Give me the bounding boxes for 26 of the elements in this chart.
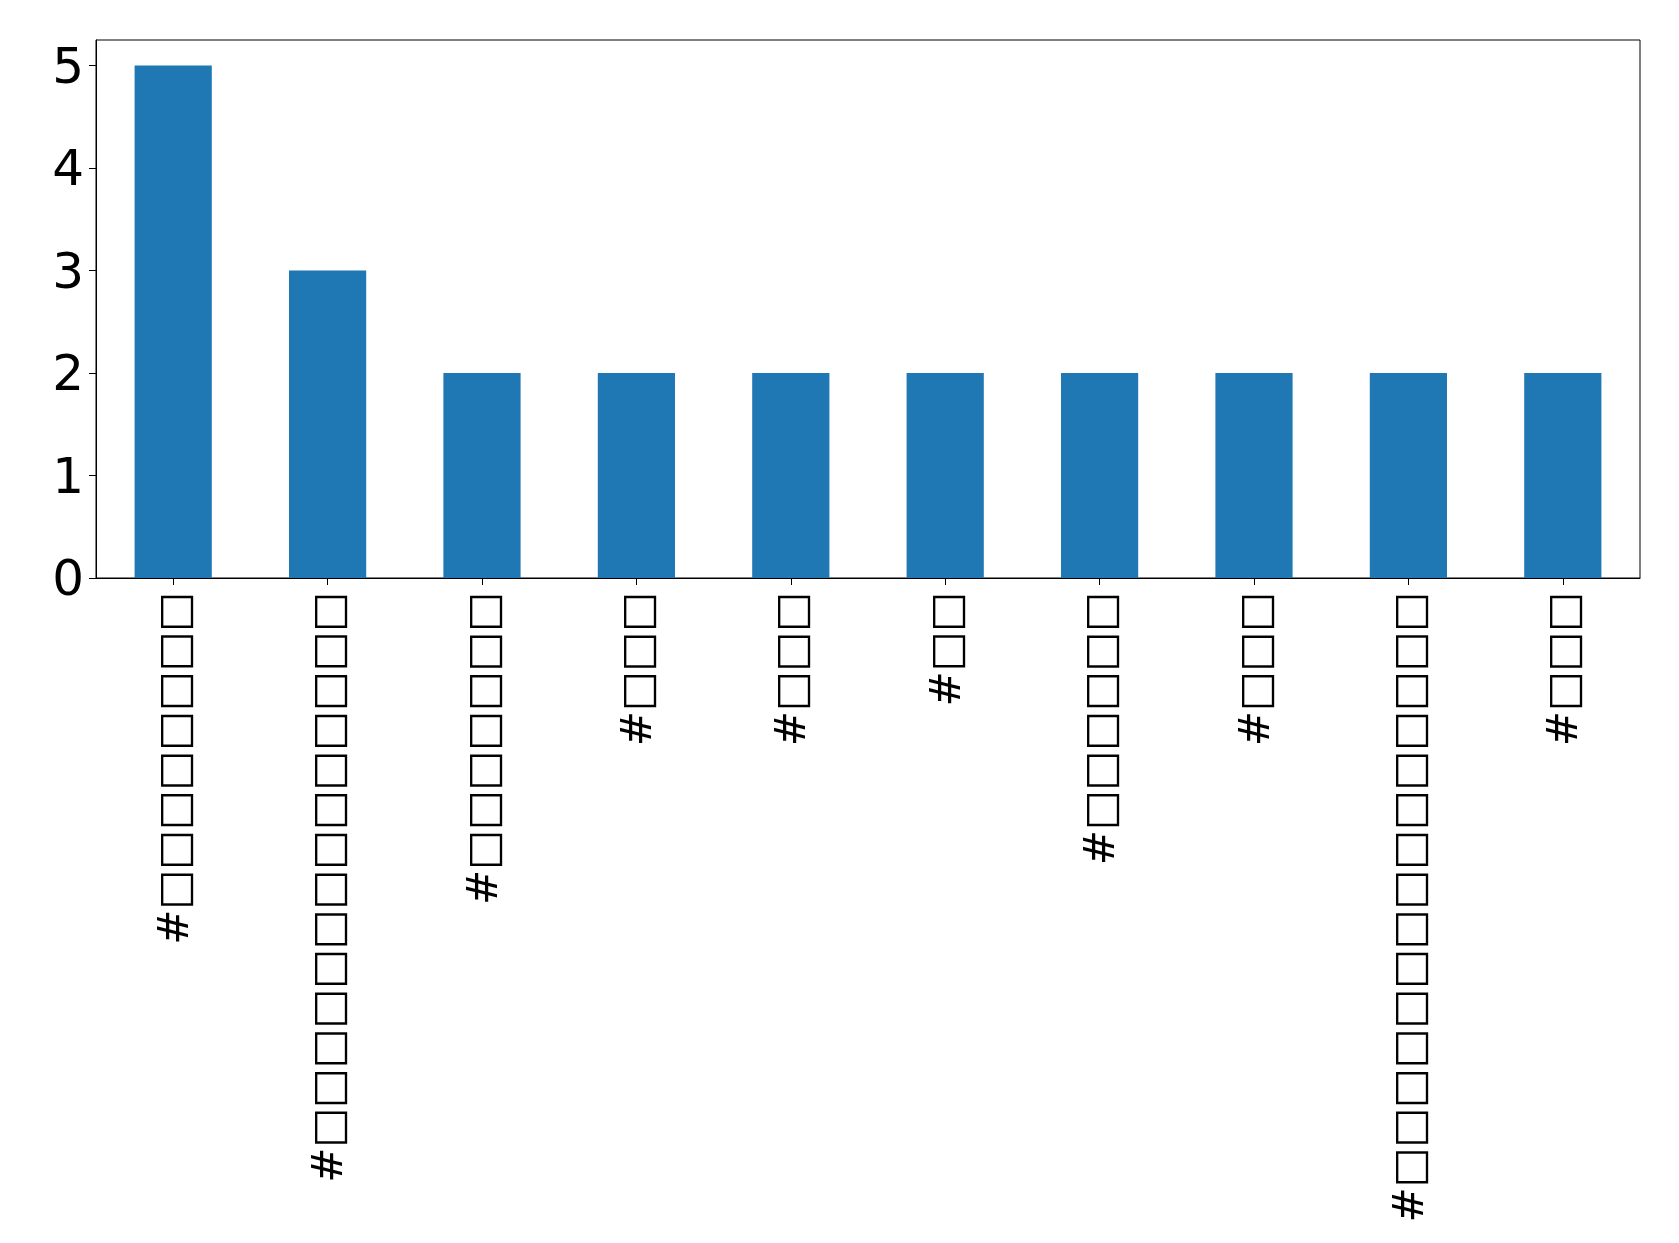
bar xyxy=(443,373,521,578)
bar xyxy=(1215,373,1293,578)
x-tick-label: #□□□ xyxy=(1538,592,1588,747)
bar xyxy=(134,65,212,578)
y-tick-label: 5 xyxy=(52,36,84,95)
x-tick-label: #□□□□□□□□ xyxy=(148,592,198,945)
bar xyxy=(289,270,367,578)
x-tick-label: #□□□□□□□□□□□□□□ xyxy=(303,592,353,1183)
bar xyxy=(597,373,675,578)
y-tick-label: 0 xyxy=(52,549,84,607)
x-tick-label: #□□ xyxy=(920,592,970,707)
x-tick-label: #□□□ xyxy=(611,592,661,747)
x-tick-label: #□□□□□□□□□□□□□□□ xyxy=(1383,592,1433,1223)
x-tick-label: #□□□□□□ xyxy=(1075,592,1125,866)
bar xyxy=(752,373,830,578)
y-tick-label: 2 xyxy=(52,344,84,403)
y-tick-label: 4 xyxy=(52,139,84,198)
x-tick-label: #□□□ xyxy=(766,592,816,747)
x-tick-label: #□□□□□□□ xyxy=(457,592,507,905)
x-tick-label: #□□□ xyxy=(1229,592,1279,747)
y-tick-label: 3 xyxy=(52,241,84,300)
bar xyxy=(1524,373,1602,578)
bar xyxy=(1061,373,1139,578)
y-tick-label: 1 xyxy=(52,446,84,505)
bar xyxy=(906,373,984,578)
bar xyxy=(1369,373,1447,578)
